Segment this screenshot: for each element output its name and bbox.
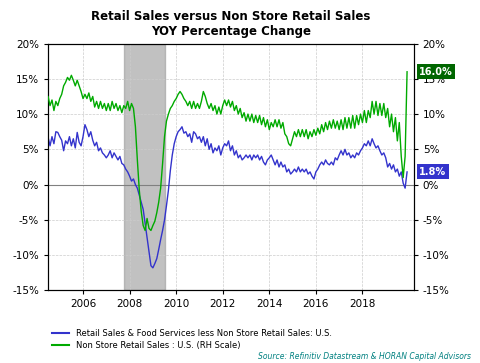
Legend: Retail Sales & Food Services less Non Store Retail Sales: U.S., Non Store Retail: Retail Sales & Food Services less Non St… bbox=[52, 329, 331, 350]
Title: Retail Sales versus Non Store Retail Sales
YOY Percentage Change: Retail Sales versus Non Store Retail Sal… bbox=[91, 10, 370, 38]
Text: 16.0%: 16.0% bbox=[419, 67, 452, 77]
Bar bbox=[123, 44, 164, 290]
Text: 1.8%: 1.8% bbox=[419, 167, 445, 177]
Text: Source: Refinitiv Datastream & HORAN Capital Advisors: Source: Refinitiv Datastream & HORAN Cap… bbox=[258, 352, 470, 361]
